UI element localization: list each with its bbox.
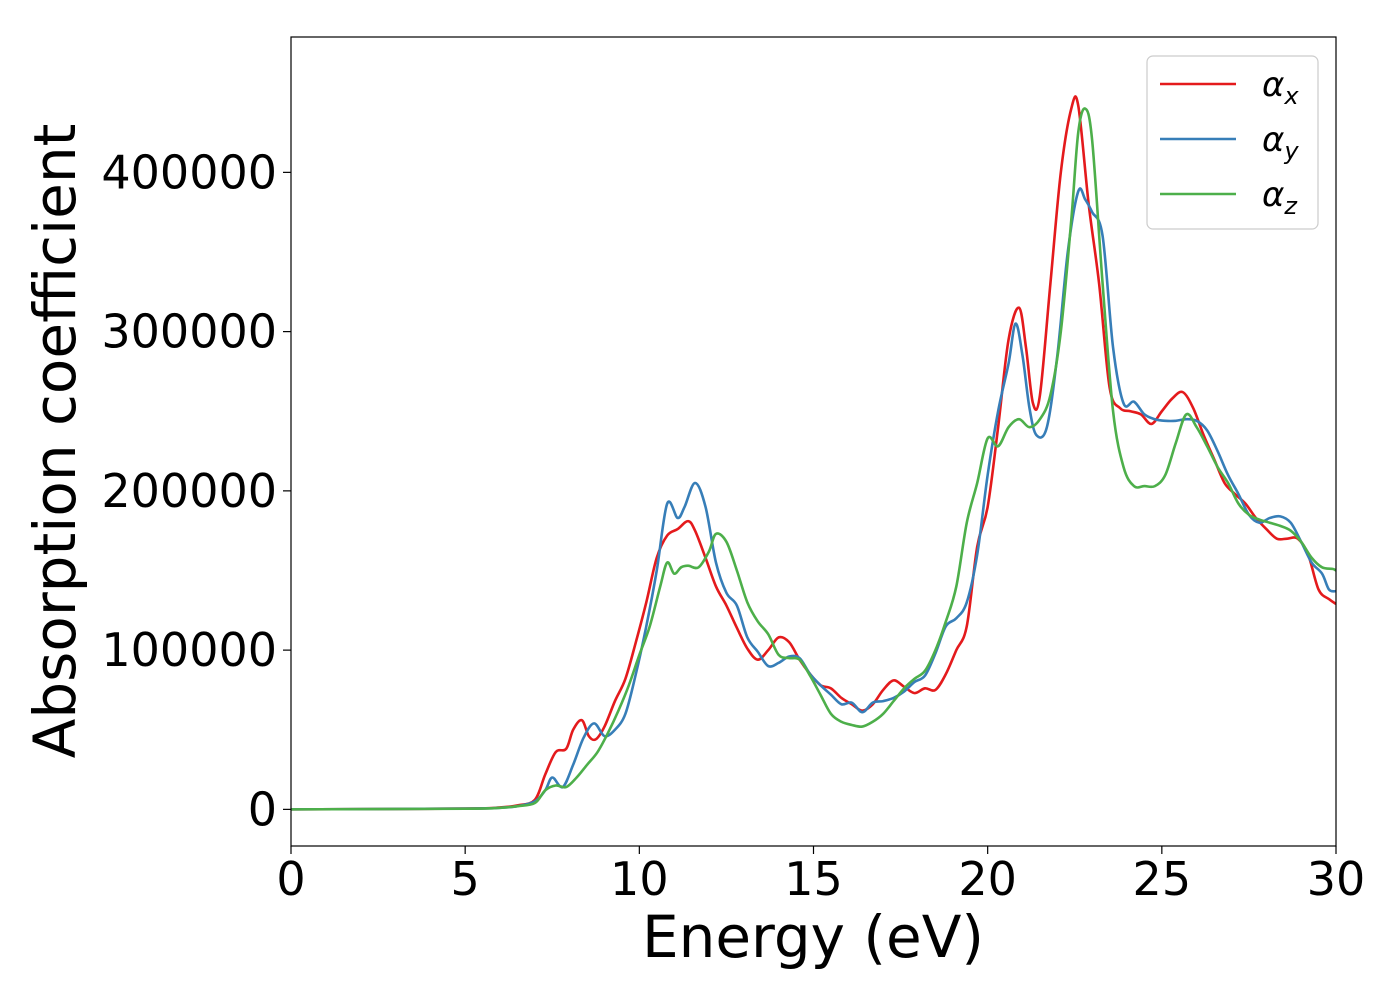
x-axis-title: Energy (eV): [642, 903, 984, 971]
legend-label-subscript: z: [1283, 192, 1298, 220]
series-line-y: [291, 187, 1336, 811]
legend-label-subscript: y: [1283, 137, 1299, 165]
legend-label-symbol: α: [1262, 65, 1284, 105]
legend-label-x: αx: [1262, 65, 1299, 110]
y-tick-label-0: 0: [248, 782, 277, 836]
x-axis: 0 5 10 15 20 25 30: [276, 846, 1365, 906]
x-tick-label-2: 10: [610, 852, 669, 906]
x-tick-label-6: 30: [1307, 852, 1366, 906]
legend-label-y: αy: [1262, 120, 1299, 165]
series-layer: [291, 95, 1336, 811]
x-tick-label-0: 0: [276, 852, 305, 906]
y-axis: 0 100000 200000 300000 400000: [101, 145, 291, 836]
series-line-z: [291, 107, 1336, 811]
legend-label-z: αz: [1262, 175, 1298, 220]
legend-label-symbol: α: [1262, 120, 1284, 160]
x-tick-label-1: 5: [451, 852, 480, 906]
x-tick-label-3: 15: [784, 852, 843, 906]
series-line-x: [291, 95, 1336, 811]
y-tick-label-3: 300000: [101, 305, 277, 359]
y-axis-title: Absorption coefficient: [21, 124, 89, 759]
y-tick-label-4: 400000: [101, 145, 277, 199]
x-tick-label-5: 25: [1133, 852, 1192, 906]
legend-box: [1146, 55, 1319, 230]
x-tick-label-4: 20: [958, 852, 1017, 906]
y-tick-label-2: 200000: [101, 464, 277, 518]
legend-label-subscript: x: [1283, 82, 1299, 110]
y-tick-label-1: 100000: [101, 623, 277, 677]
legend-label-symbol: α: [1262, 175, 1284, 215]
